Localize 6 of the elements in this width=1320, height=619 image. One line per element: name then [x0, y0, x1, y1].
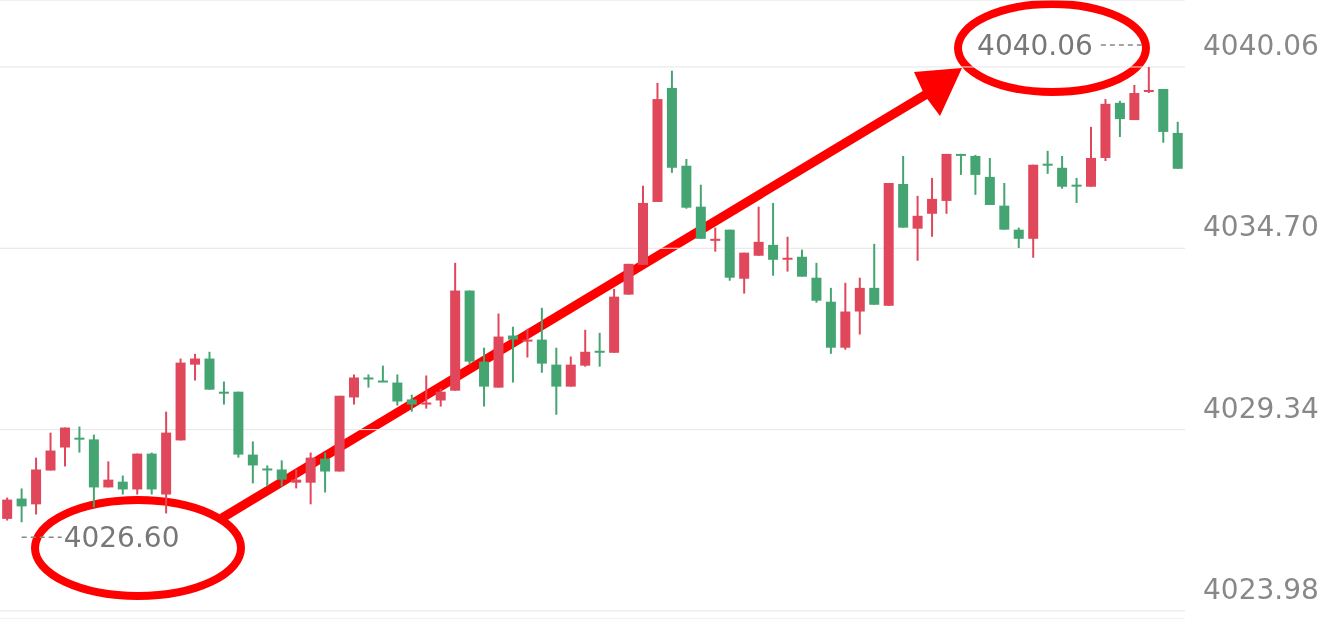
annotation: 4026.60 — [63, 521, 180, 555]
y-tick-label: 4023.98 — [1203, 572, 1319, 606]
y-tick-label: 4040.06 — [1203, 28, 1319, 62]
y-tick-label: 4034.70 — [1203, 210, 1319, 244]
annotation: 4040.06 — [977, 28, 1093, 62]
y-tick-label: 4029.34 — [1203, 391, 1319, 425]
